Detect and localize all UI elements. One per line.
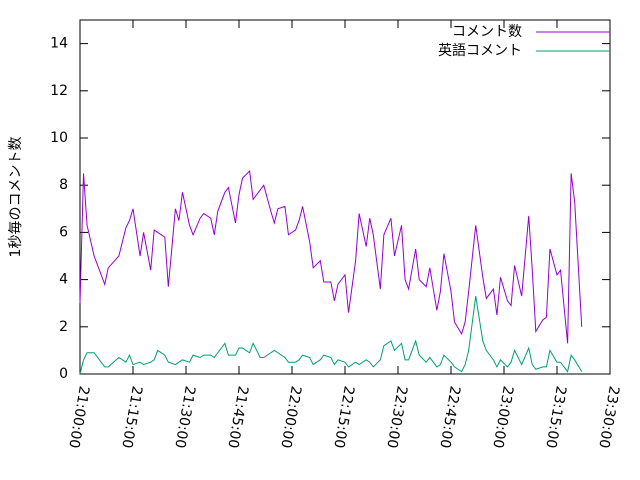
x-tick-label: 22:15:00 — [330, 385, 357, 450]
y-tick-label: 0 — [59, 366, 68, 382]
x-tick-label: 23:30:00 — [595, 385, 622, 450]
x-tick-label: 23:15:00 — [542, 385, 569, 450]
x-tick-label: 21:15:00 — [118, 385, 145, 450]
x-tick-label: 22:45:00 — [436, 385, 463, 450]
y-tick-label: 2 — [59, 319, 68, 335]
x-tick-label: 21:30:00 — [171, 385, 198, 450]
y-tick-label: 6 — [59, 224, 68, 240]
x-tick-label: 21:00:00 — [65, 385, 92, 450]
y-tick-label: 14 — [50, 36, 68, 52]
x-tick-label: 22:30:00 — [383, 385, 410, 450]
y-tick-label: 8 — [59, 177, 68, 193]
x-tick-label: 22:00:00 — [277, 385, 304, 450]
y-tick-label: 12 — [50, 83, 68, 99]
plot-border — [79, 19, 611, 375]
x-tick-label: 23:00:00 — [489, 385, 516, 450]
y-tick-label: 10 — [50, 130, 68, 146]
legend-label: 英語コメント — [438, 42, 522, 59]
y-tick-label: 4 — [59, 272, 68, 288]
x-tick-label: 21:45:00 — [224, 385, 251, 450]
legend-label: コメント数 — [452, 24, 522, 40]
series-line — [79, 169, 583, 344]
y-axis-label: 1秒毎のコメント数 — [8, 137, 24, 258]
series-line — [79, 296, 583, 375]
